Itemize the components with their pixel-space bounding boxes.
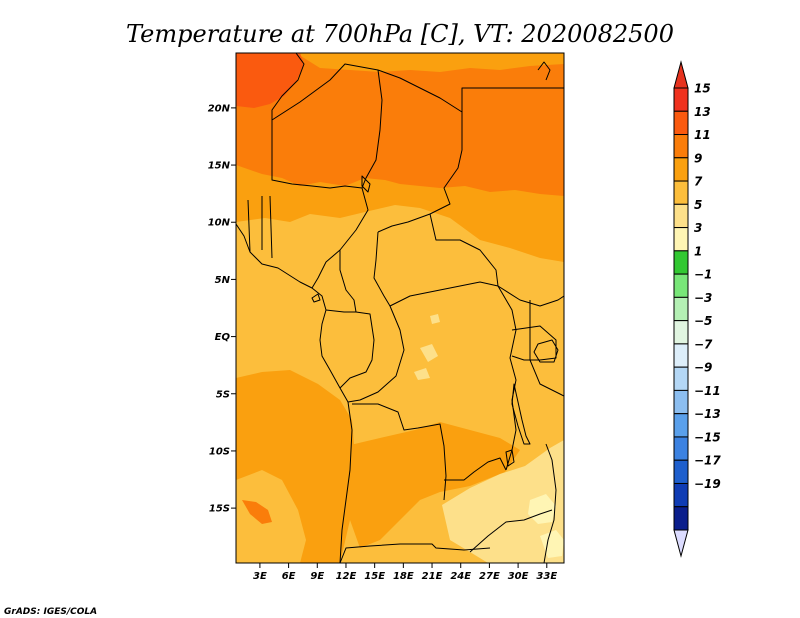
colorbar-swatch bbox=[673, 320, 689, 345]
colorbar: 15 13 11 9 7 5 3 1 −1 −3 −5 −7 −9 −11 −13 −15 −17 −19 bbox=[673, 60, 721, 558]
colorbar-label: 7 bbox=[694, 175, 703, 189]
y-tick-label: 10N bbox=[208, 218, 231, 229]
lake-victoria bbox=[533, 339, 559, 363]
y-tick-label: 15N bbox=[208, 161, 231, 172]
border-angola-drc bbox=[352, 403, 447, 501]
y-tick-label: 20N bbox=[208, 103, 231, 114]
colorbar-swatch bbox=[673, 273, 689, 298]
colorbar-swatch bbox=[673, 413, 689, 438]
y-tick-label: EQ bbox=[215, 332, 231, 343]
colorbar-label: −9 bbox=[694, 361, 712, 375]
y-tick-label: 5S bbox=[216, 389, 230, 400]
colorbar-label: −1 bbox=[694, 268, 712, 282]
colorbar-label: 1 bbox=[694, 244, 702, 258]
border-malawi bbox=[543, 443, 557, 563]
colorbar-swatch bbox=[673, 296, 689, 322]
x-tick-label: 21E bbox=[422, 571, 443, 582]
map-frame bbox=[235, 52, 565, 564]
colorbar-label: 3 bbox=[694, 221, 702, 235]
colorbar-top-arrow bbox=[673, 60, 689, 89]
colorbar-label: −7 bbox=[694, 337, 713, 351]
temp-band-1-3-a bbox=[528, 494, 556, 524]
x-tick-label: 3E bbox=[253, 571, 267, 582]
colorbar-swatch bbox=[673, 227, 689, 252]
colorbar-swatch bbox=[673, 459, 689, 484]
x-axis-ticks: 3E 6E 9E 12E 15E 18E 21E 24E 27E 30E 33E bbox=[253, 563, 557, 582]
temp-band-9-11-ocean bbox=[242, 500, 272, 524]
colorbar-label: −13 bbox=[694, 407, 721, 421]
colorbar-swatch bbox=[673, 110, 689, 136]
border-benin-togo bbox=[247, 195, 273, 259]
border-sudan-south bbox=[429, 213, 564, 307]
border-cameroon-car bbox=[339, 250, 357, 313]
y-tick-label: 10S bbox=[209, 446, 230, 457]
lake-mweru bbox=[505, 449, 515, 467]
bioko-island bbox=[311, 293, 321, 303]
border-zambia-south bbox=[469, 509, 553, 553]
x-tick-label: 18E bbox=[393, 571, 414, 582]
temp-band-3-5 bbox=[442, 440, 564, 563]
border-nigeria-niger bbox=[271, 120, 363, 189]
border-gabon-congo bbox=[325, 309, 375, 389]
lake-chad bbox=[361, 175, 371, 193]
x-tick-label: 27E bbox=[479, 571, 500, 582]
temp-band-11-13 bbox=[236, 53, 304, 108]
colorbar-swatch bbox=[673, 482, 689, 508]
border-chad-sudan bbox=[377, 112, 463, 233]
border-angola-zambia bbox=[444, 457, 507, 481]
border-libya-egypt bbox=[377, 69, 564, 113]
chart-title: Temperature at 700hPa [C], VT: 202008250… bbox=[126, 20, 674, 48]
border-drc-east bbox=[497, 285, 517, 471]
colorbar-swatch bbox=[673, 180, 689, 205]
colorbar-swatch bbox=[673, 343, 689, 368]
y-tick-label: 5N bbox=[215, 275, 231, 286]
border-niger-north bbox=[271, 63, 379, 121]
temp-band-3-5-spots bbox=[414, 314, 440, 380]
colorbar-label: 15 bbox=[694, 82, 711, 96]
colorbar-label: −19 bbox=[694, 477, 721, 491]
colorbar-label: 5 bbox=[694, 198, 702, 212]
map-plot-area bbox=[236, 53, 564, 563]
x-tick-label: 24E bbox=[450, 571, 471, 582]
x-tick-label: 12E bbox=[336, 571, 357, 582]
colorbar-label: 13 bbox=[694, 105, 711, 119]
colorbar-swatch bbox=[673, 436, 689, 461]
country-borders bbox=[236, 53, 564, 563]
colorbar-label: 9 bbox=[694, 151, 702, 165]
border-tanzania bbox=[529, 300, 564, 397]
border-uganda bbox=[511, 325, 557, 361]
colorbar-swatch bbox=[673, 389, 689, 415]
x-tick-label: 30E bbox=[508, 571, 529, 582]
x-tick-label: 15E bbox=[364, 571, 385, 582]
grads-credit: GrADS: IGES/COLA bbox=[4, 607, 97, 617]
colorbar-swatch bbox=[673, 157, 689, 182]
colorbar-label: −3 bbox=[694, 291, 712, 305]
colorbar-bottom-arrow bbox=[673, 529, 689, 558]
colorbar-swatch bbox=[673, 366, 689, 391]
colorbar-label: −17 bbox=[694, 454, 721, 468]
y-tick-label: 15S bbox=[209, 504, 230, 515]
temp-band-7-9-interior bbox=[346, 422, 520, 548]
colorbar-swatch bbox=[673, 87, 689, 112]
colorbar-label: −5 bbox=[694, 314, 712, 328]
x-tick-label: 6E bbox=[282, 571, 296, 582]
border-congo-drc bbox=[347, 305, 405, 403]
colorbar-label: −15 bbox=[694, 430, 721, 444]
x-tick-label: 33E bbox=[536, 571, 557, 582]
temp-band-5-7-coast bbox=[236, 470, 306, 563]
border-algeria-libya bbox=[271, 53, 305, 120]
colorbar-swatch bbox=[673, 250, 689, 275]
colorbar-swatch bbox=[673, 506, 689, 531]
x-tick-label: 9E bbox=[310, 571, 324, 582]
y-axis-ticks: 20N 15N 10N 5N EQ 5S 10S 15S bbox=[208, 103, 236, 515]
colorbar-label: 11 bbox=[694, 128, 711, 142]
coastline bbox=[236, 223, 353, 563]
colorbar-swatch bbox=[673, 203, 689, 229]
lake-tanganyika bbox=[511, 383, 531, 445]
colorbar-label: −11 bbox=[694, 384, 721, 398]
colorbar-swatch bbox=[673, 134, 689, 159]
red-sea-coast bbox=[537, 61, 551, 81]
border-angola-namibia bbox=[339, 543, 491, 563]
